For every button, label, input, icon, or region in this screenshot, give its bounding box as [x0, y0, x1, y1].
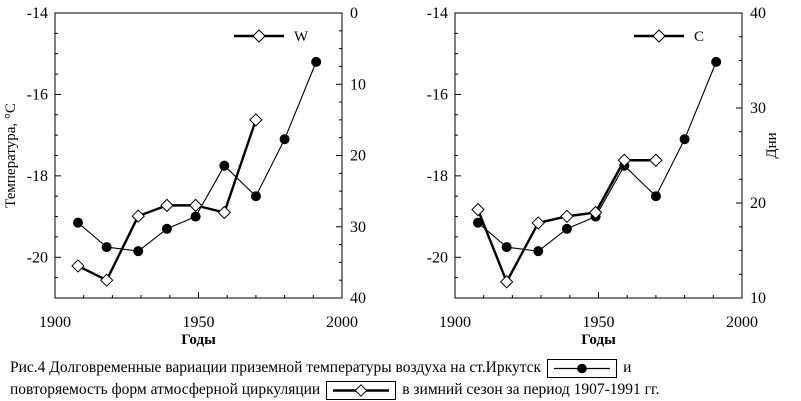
- circle-point: [679, 134, 690, 145]
- y2-tick-label: 10: [750, 290, 766, 307]
- x-tick-label: 2000: [326, 314, 358, 331]
- figure: 1900 1950 2000 -14 -16 -18 -20 0 10 20 30 40 Годы Тем…: [3, 5, 780, 348]
- caption-line-1: Рис.4 Долговременные вариации приземной …: [10, 357, 631, 379]
- diamond-point: [99, 273, 114, 287]
- chart-w: 1900 1950 2000 -14 -16 -18 -20 0 10 20 30 40 Годы Тем…: [3, 5, 366, 348]
- diamond-point: [188, 198, 203, 213]
- y2-tick-label: 40: [750, 5, 766, 22]
- diamond-point: [71, 259, 85, 273]
- y2-tick-label: 10: [350, 76, 366, 93]
- y2-tick-label: 40: [350, 290, 366, 307]
- legend-diamond: [252, 29, 266, 43]
- swatch-diamond-line: [333, 383, 390, 397]
- y-tick-label: -18: [27, 168, 48, 185]
- y-tick-label: -20: [427, 249, 448, 266]
- circle-point: [133, 246, 144, 257]
- diamond-point: [588, 205, 603, 220]
- y2-axis-label: Дни: [764, 132, 780, 158]
- y-tick-label: -14: [27, 5, 48, 22]
- circle-point: [472, 217, 483, 228]
- x-tick-label: 1900: [39, 314, 71, 331]
- y-tick-label: -20: [27, 249, 48, 266]
- legend-label: W: [294, 29, 309, 45]
- x-tick-label: 1900: [439, 314, 471, 331]
- legend-diamond: [652, 29, 666, 43]
- diamond-point: [249, 113, 263, 127]
- circle-point: [250, 191, 261, 202]
- chart-c: 1900 1950 2000 -14 -16 -18 -20 10 20 30 40 Годы Дни C: [427, 5, 780, 348]
- x-tick-label: 1950: [583, 314, 615, 331]
- caption-text-2b: в зимний сезон за период 1907-1991 гг.: [402, 381, 660, 398]
- legend-swatch-temperature: [547, 358, 618, 378]
- diamond-point: [560, 209, 574, 224]
- circle-point: [219, 160, 230, 171]
- y-tick-label: -16: [27, 86, 48, 103]
- circle-point: [311, 56, 322, 67]
- circle-point: [72, 217, 83, 228]
- y2-tick-label: 30: [750, 100, 766, 117]
- diamond-point: [160, 198, 174, 213]
- circle-point: [101, 242, 112, 253]
- diamond-point: [499, 275, 514, 289]
- circle-point: [533, 246, 544, 257]
- legend-label: C: [694, 29, 704, 45]
- y2-tick-label: 30: [350, 219, 366, 236]
- diamond-point: [471, 202, 485, 217]
- circle-point: [650, 191, 661, 202]
- diamond-point: [649, 153, 663, 167]
- diamond-point: [217, 205, 232, 220]
- plot-frame: [454, 12, 743, 299]
- swatch-circle-line: [554, 363, 611, 373]
- y-tick-label: -18: [427, 168, 448, 185]
- legend-swatch-circulation: [326, 380, 397, 400]
- caption-text-1a: Рис.4 Долговременные вариации приземной …: [10, 359, 542, 376]
- diamond-point: [531, 216, 545, 230]
- y2-tick-label: 0: [350, 5, 358, 22]
- diamond-point: [131, 209, 145, 223]
- x-tick-label: 2000: [726, 314, 758, 331]
- circle-point: [711, 56, 722, 67]
- x-axis-label: Годы: [181, 332, 216, 348]
- caption-line-2: повторяемость форм атмосферной циркуляци…: [10, 379, 660, 401]
- y-tick-label: -16: [427, 86, 448, 103]
- plot-frame: [54, 12, 343, 299]
- y-axis-label: Температура, °C: [3, 103, 19, 208]
- temperature-line: [77, 61, 317, 252]
- circle-point: [561, 223, 572, 234]
- x-axis-label: Годы: [581, 332, 616, 348]
- circle-point: [501, 242, 512, 253]
- circle-point: [279, 134, 290, 145]
- y-tick-label: -14: [427, 5, 448, 22]
- circle-point: [190, 211, 201, 222]
- temperature-line: [477, 61, 717, 252]
- circle-point: [161, 223, 172, 234]
- caption-text-1b: и: [623, 359, 632, 376]
- diamond-point: [617, 153, 632, 167]
- x-tick-label: 1950: [183, 314, 215, 331]
- caption-text-2a: повторяемость форм атмосферной циркуляци…: [10, 381, 321, 398]
- y2-tick-label: 20: [350, 148, 366, 165]
- y2-tick-label: 20: [750, 195, 766, 212]
